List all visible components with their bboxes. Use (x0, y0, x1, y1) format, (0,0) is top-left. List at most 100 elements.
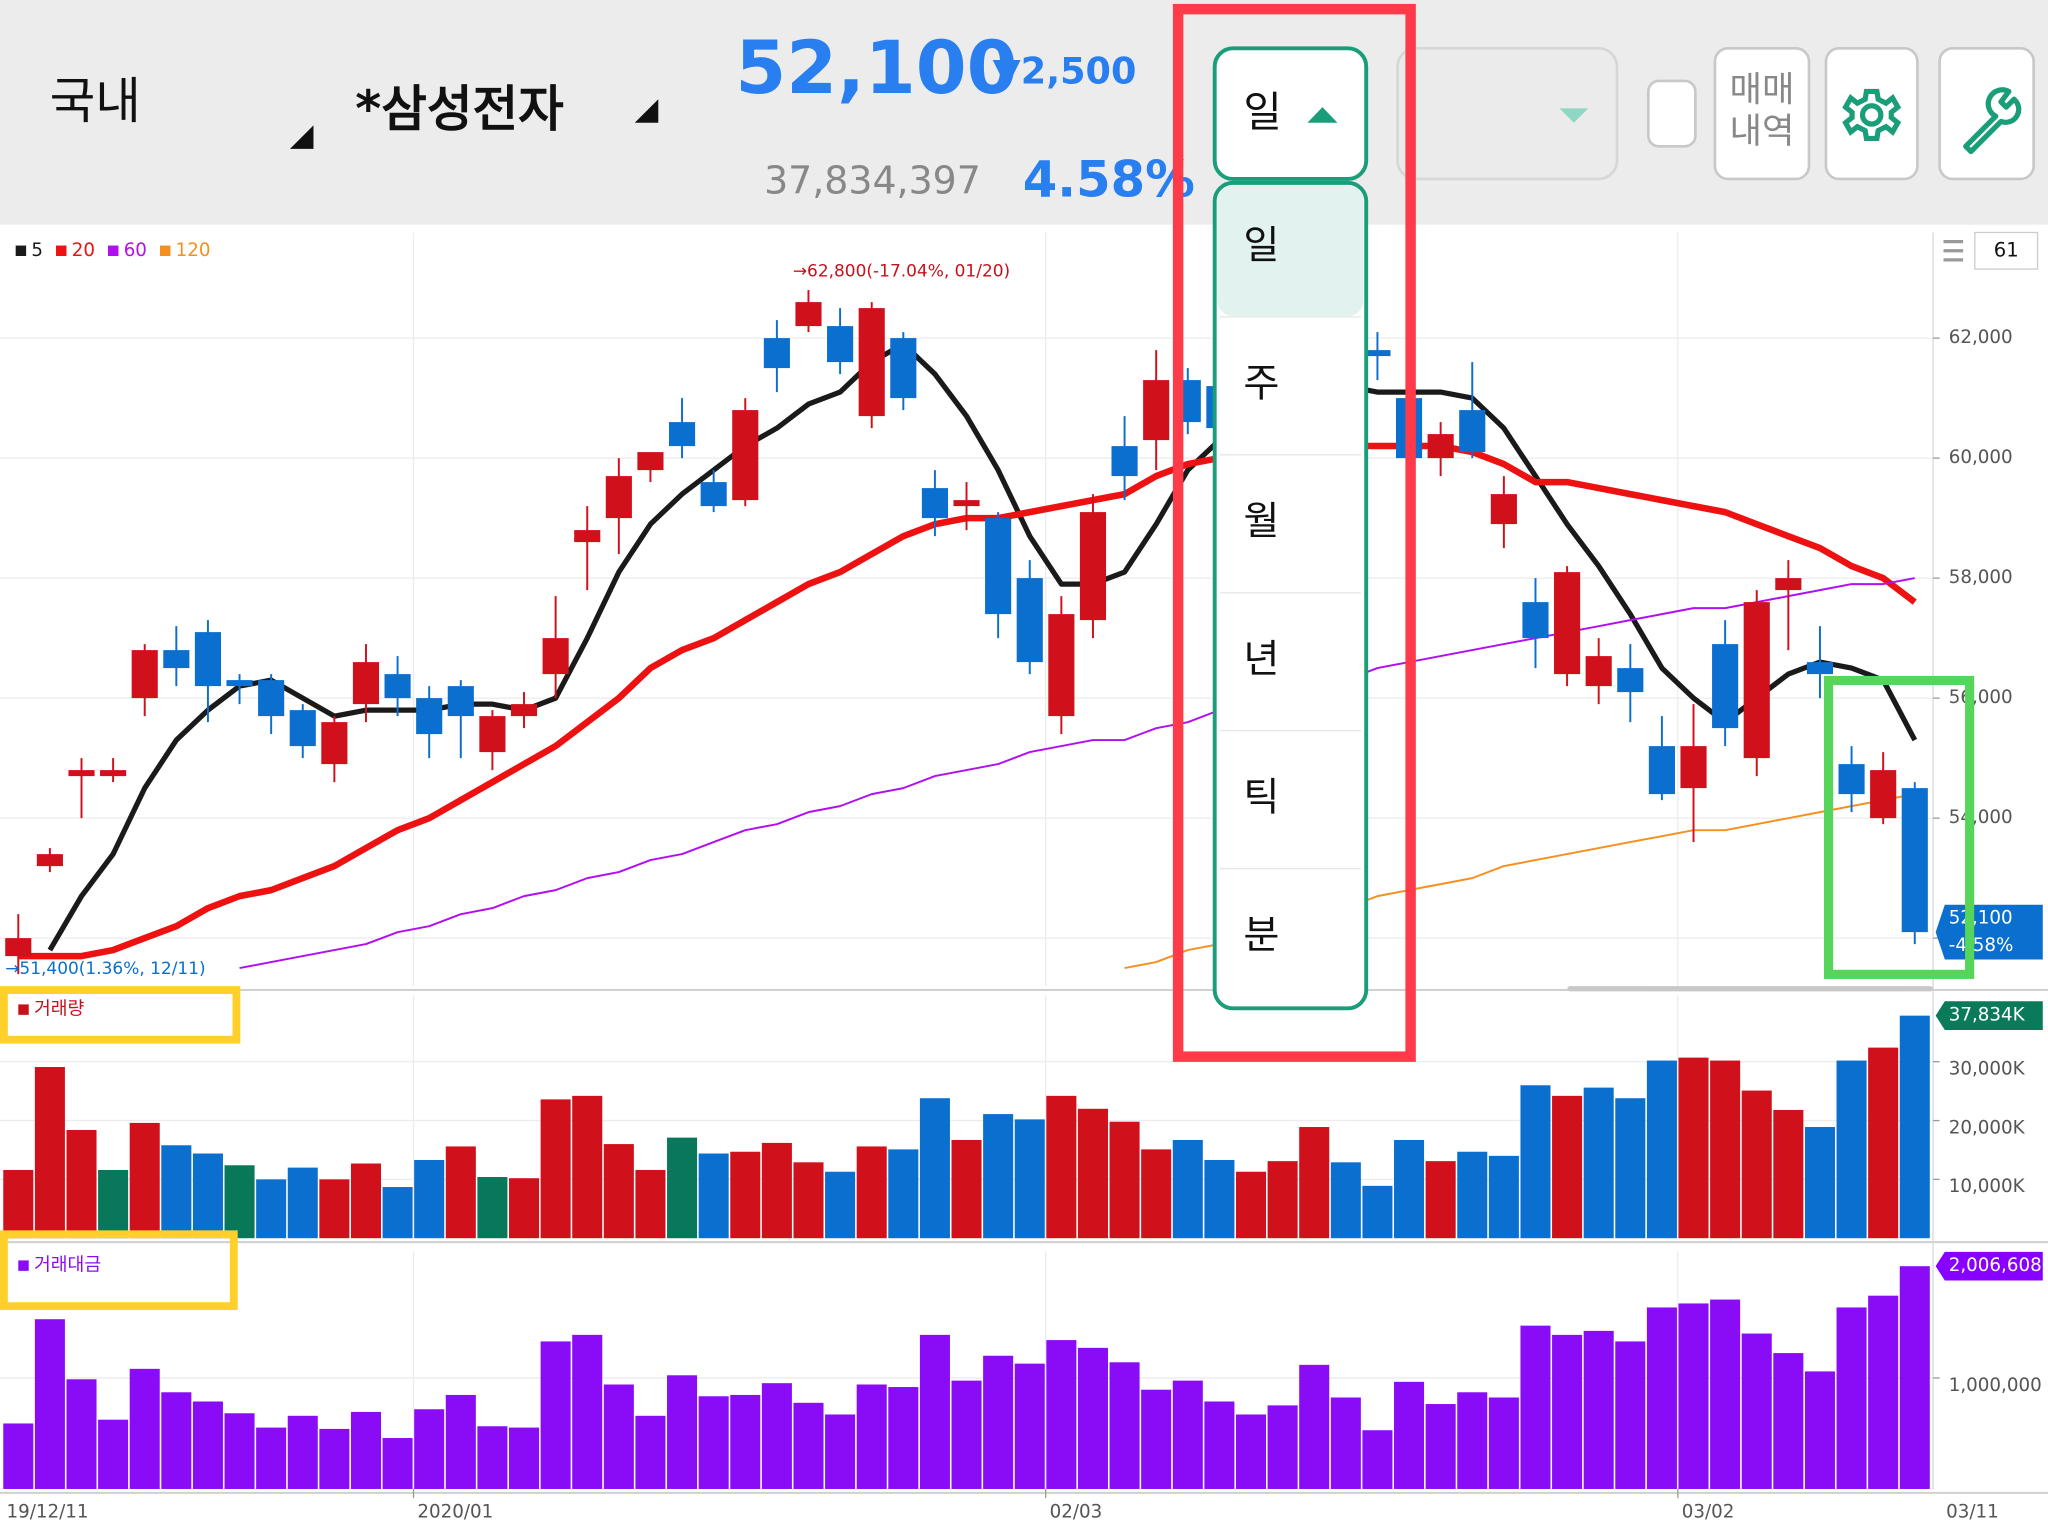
candle-body (890, 338, 917, 399)
bar (1204, 1401, 1235, 1489)
bar (1077, 1347, 1108, 1489)
wrench-icon (1963, 87, 2022, 155)
candle-body (1490, 494, 1517, 525)
bar (98, 1419, 129, 1489)
candle-body (827, 326, 854, 363)
bar (1141, 1149, 1172, 1239)
trade-history-button[interactable] (1713, 47, 1811, 181)
candle-body (542, 638, 569, 675)
period-dropdown[interactable] (1212, 46, 1369, 181)
candle-body (1459, 410, 1486, 453)
legend-swatch (15, 245, 27, 256)
candle-body (858, 308, 885, 417)
bar (951, 1380, 982, 1489)
bar (1678, 1057, 1709, 1239)
stock-name[interactable]: *삼성전자 (355, 80, 564, 138)
price-tag (1935, 904, 2043, 960)
candle-body (131, 650, 158, 699)
trade-volume: 37,834,397 (764, 158, 981, 202)
legend-label: 20 (72, 240, 95, 261)
legend-label: 60 (124, 240, 147, 261)
checkbox[interactable] (1647, 79, 1697, 148)
bar (983, 1114, 1014, 1239)
bar (1773, 1353, 1804, 1489)
bar (1172, 1139, 1203, 1239)
change-rate: 4.58% (1023, 150, 1195, 208)
bar (382, 1187, 413, 1239)
bar (951, 1139, 982, 1239)
bar (508, 1427, 540, 1489)
candle-body (921, 488, 948, 519)
bar (256, 1179, 287, 1239)
candle-body (447, 686, 474, 717)
market-select[interactable]: 국내 (50, 72, 141, 130)
price-tag-label: 52,100 (1949, 907, 2013, 928)
candle-body (1806, 662, 1834, 675)
period-option: 월 (1243, 500, 1279, 545)
bar (1804, 1371, 1835, 1489)
bar (1868, 1047, 1899, 1239)
bar (1868, 1295, 1899, 1489)
bar (161, 1392, 192, 1489)
trade-history-label: 내역 (1730, 111, 1795, 152)
candle-body (763, 338, 790, 369)
bar (477, 1177, 508, 1239)
bar (1330, 1397, 1361, 1489)
bar (192, 1153, 223, 1239)
legend-swatch (160, 245, 171, 256)
settings-button[interactable] (1824, 47, 1919, 181)
price-tag (1935, 1251, 2043, 1281)
candle-body (384, 674, 411, 699)
menu-icon[interactable] (1943, 239, 1964, 262)
bar (1330, 1162, 1361, 1239)
bar (1204, 1159, 1235, 1239)
bar (1046, 1095, 1077, 1239)
secondary-dropdown[interactable] (1396, 47, 1619, 181)
candle-body (1775, 578, 1802, 591)
highlight-box (1823, 675, 1975, 979)
legend-swatch (108, 245, 119, 256)
bar (382, 1438, 413, 1489)
bar (1299, 1364, 1330, 1489)
candle-body (1870, 770, 1897, 819)
bar (1804, 1127, 1835, 1239)
candle-body (1901, 788, 1928, 933)
candle-body (795, 302, 822, 327)
min-annotation: →51,400(1.36%, 12/11) (5, 959, 205, 979)
bar (1741, 1333, 1772, 1489)
bar (1710, 1060, 1741, 1239)
bar (414, 1159, 445, 1239)
bar (1046, 1340, 1077, 1489)
candle-body (668, 422, 696, 447)
y-tick-label: 56,000 (1949, 687, 2013, 708)
candle-body (100, 770, 127, 777)
bar (1836, 1307, 1867, 1489)
candle-body (1680, 746, 1707, 789)
bar (34, 1067, 65, 1239)
count-box[interactable] (1974, 231, 2039, 270)
bar (224, 1413, 255, 1489)
bar (192, 1401, 223, 1489)
y-tick-label: 30,000K (1949, 1059, 2026, 1080)
bar (1710, 1299, 1741, 1489)
bar (572, 1095, 603, 1239)
period-option: 년 (1243, 637, 1279, 682)
bar (66, 1129, 97, 1239)
y-tick-label: 1,000,000 (1949, 1375, 2042, 1396)
bar (1646, 1307, 1677, 1489)
price-tag (1935, 1001, 2043, 1031)
price-tag-label: 2,006,608 (1949, 1255, 2042, 1276)
bar (319, 1179, 350, 1239)
x-tick-label: 03/02 (1682, 1501, 1735, 1522)
bar (477, 1426, 508, 1489)
bar (98, 1169, 129, 1239)
bar (1773, 1109, 1804, 1239)
x-tick-label: 02/03 (1050, 1501, 1103, 1522)
bar (1646, 1060, 1677, 1239)
panel-title: 거래량 (34, 999, 85, 1020)
bar (445, 1394, 476, 1489)
bar (540, 1099, 571, 1239)
bar (1109, 1121, 1140, 1239)
bar (1615, 1341, 1646, 1489)
